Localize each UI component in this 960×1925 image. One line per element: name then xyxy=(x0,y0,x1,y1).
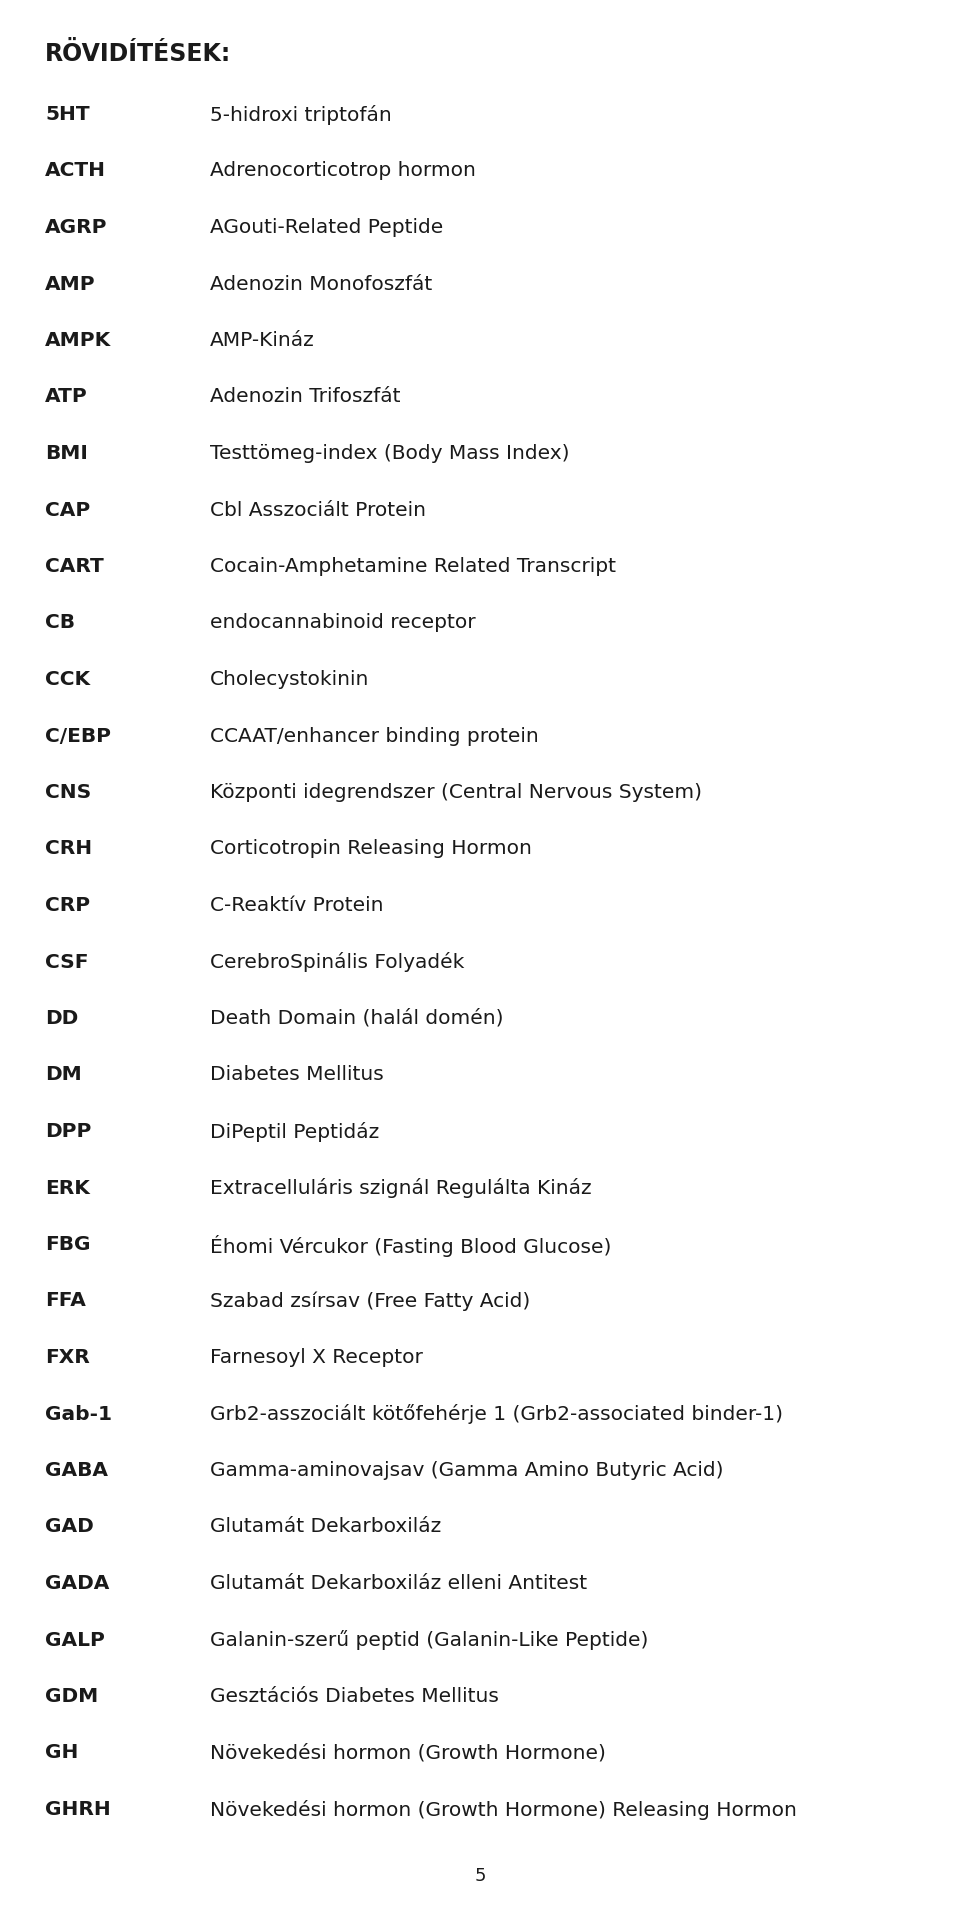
Text: Cbl Asszociált Protein: Cbl Asszociált Protein xyxy=(210,500,426,520)
Text: CCAAT/enhancer binding protein: CCAAT/enhancer binding protein xyxy=(210,726,539,745)
Text: GH: GH xyxy=(45,1744,79,1763)
Text: GAD: GAD xyxy=(45,1517,94,1536)
Text: Cocain-Amphetamine Related Transcript: Cocain-Amphetamine Related Transcript xyxy=(210,556,616,576)
Text: AGouti-Related Peptide: AGouti-Related Peptide xyxy=(210,218,444,237)
Text: CRH: CRH xyxy=(45,839,92,859)
Text: CSF: CSF xyxy=(45,953,88,972)
Text: FFA: FFA xyxy=(45,1292,85,1311)
Text: GALP: GALP xyxy=(45,1630,105,1650)
Text: Corticotropin Releasing Hormon: Corticotropin Releasing Hormon xyxy=(210,839,532,859)
Text: Szabad zsírsav (Free Fatty Acid): Szabad zsírsav (Free Fatty Acid) xyxy=(210,1292,530,1311)
Text: Adenozin Trifoszfát: Adenozin Trifoszfát xyxy=(210,387,400,406)
Text: Galanin-szerű peptid (Galanin-Like Peptide): Galanin-szerű peptid (Galanin-Like Pepti… xyxy=(210,1630,648,1650)
Text: Diabetes Mellitus: Diabetes Mellitus xyxy=(210,1066,384,1084)
Text: FBG: FBG xyxy=(45,1236,90,1253)
Text: AGRP: AGRP xyxy=(45,218,108,237)
Text: DM: DM xyxy=(45,1066,82,1084)
Text: Központi idegrendszer (Central Nervous System): Központi idegrendszer (Central Nervous S… xyxy=(210,783,702,803)
Text: Éhomi Vércukor (Fasting Blood Glucose): Éhomi Vércukor (Fasting Blood Glucose) xyxy=(210,1236,612,1257)
Text: Gesztációs Diabetes Mellitus: Gesztációs Diabetes Mellitus xyxy=(210,1686,499,1706)
Text: BMI: BMI xyxy=(45,445,88,464)
Text: Gamma-aminovajsav (Gamma Amino Butyric Acid): Gamma-aminovajsav (Gamma Amino Butyric A… xyxy=(210,1461,724,1480)
Text: Adenozin Monofoszfát: Adenozin Monofoszfát xyxy=(210,275,432,293)
Text: Extracelluláris szignál Regulálta Kináz: Extracelluláris szignál Regulálta Kináz xyxy=(210,1178,591,1199)
Text: RÖVIDÍTÉSEK:: RÖVIDÍTÉSEK: xyxy=(45,42,231,65)
Text: CAP: CAP xyxy=(45,500,90,520)
Text: Grb2-asszociált kötőfehérje 1 (Grb2-associated binder-1): Grb2-asszociált kötőfehérje 1 (Grb2-asso… xyxy=(210,1405,783,1424)
Text: CB: CB xyxy=(45,614,75,633)
Text: CNS: CNS xyxy=(45,783,91,803)
Text: ACTH: ACTH xyxy=(45,162,106,181)
Text: Gab-1: Gab-1 xyxy=(45,1405,112,1423)
Text: AMP: AMP xyxy=(45,275,96,293)
Text: CART: CART xyxy=(45,556,104,576)
Text: CerebroSpinális Folyadék: CerebroSpinális Folyadék xyxy=(210,953,465,972)
Text: DPP: DPP xyxy=(45,1122,91,1142)
Text: AMP-Kináz: AMP-Kináz xyxy=(210,331,315,350)
Text: Glutamát Dekarboxiláz: Glutamát Dekarboxiláz xyxy=(210,1517,442,1536)
Text: GDM: GDM xyxy=(45,1686,98,1706)
Text: C/EBP: C/EBP xyxy=(45,726,111,745)
Text: DD: DD xyxy=(45,1009,79,1028)
Text: Testtömeg-index (Body Mass Index): Testtömeg-index (Body Mass Index) xyxy=(210,445,569,464)
Text: DiPeptil Peptidáz: DiPeptil Peptidáz xyxy=(210,1122,379,1142)
Text: Glutamát Dekarboxiláz elleni Antitest: Glutamát Dekarboxiláz elleni Antitest xyxy=(210,1575,588,1594)
Text: 5HT: 5HT xyxy=(45,106,89,123)
Text: 5: 5 xyxy=(474,1867,486,1885)
Text: AMPK: AMPK xyxy=(45,331,111,350)
Text: CRP: CRP xyxy=(45,895,90,914)
Text: C-Reaktív Protein: C-Reaktív Protein xyxy=(210,895,383,914)
Text: GABA: GABA xyxy=(45,1461,108,1480)
Text: Növekedési hormon (Growth Hormone) Releasing Hormon: Növekedési hormon (Growth Hormone) Relea… xyxy=(210,1800,797,1819)
Text: endocannabinoid receptor: endocannabinoid receptor xyxy=(210,614,475,633)
Text: ERK: ERK xyxy=(45,1178,90,1197)
Text: Death Domain (halál domén): Death Domain (halál domén) xyxy=(210,1009,503,1028)
Text: 5-hidroxi triptofán: 5-hidroxi triptofán xyxy=(210,106,392,125)
Text: CCK: CCK xyxy=(45,670,90,689)
Text: GHRH: GHRH xyxy=(45,1800,110,1819)
Text: Cholecystokinin: Cholecystokinin xyxy=(210,670,370,689)
Text: GADA: GADA xyxy=(45,1575,109,1594)
Text: FXR: FXR xyxy=(45,1348,89,1367)
Text: Növekedési hormon (Growth Hormone): Növekedési hormon (Growth Hormone) xyxy=(210,1744,606,1763)
Text: ATP: ATP xyxy=(45,387,87,406)
Text: Farnesoyl X Receptor: Farnesoyl X Receptor xyxy=(210,1348,422,1367)
Text: Adrenocorticotrop hormon: Adrenocorticotrop hormon xyxy=(210,162,476,181)
